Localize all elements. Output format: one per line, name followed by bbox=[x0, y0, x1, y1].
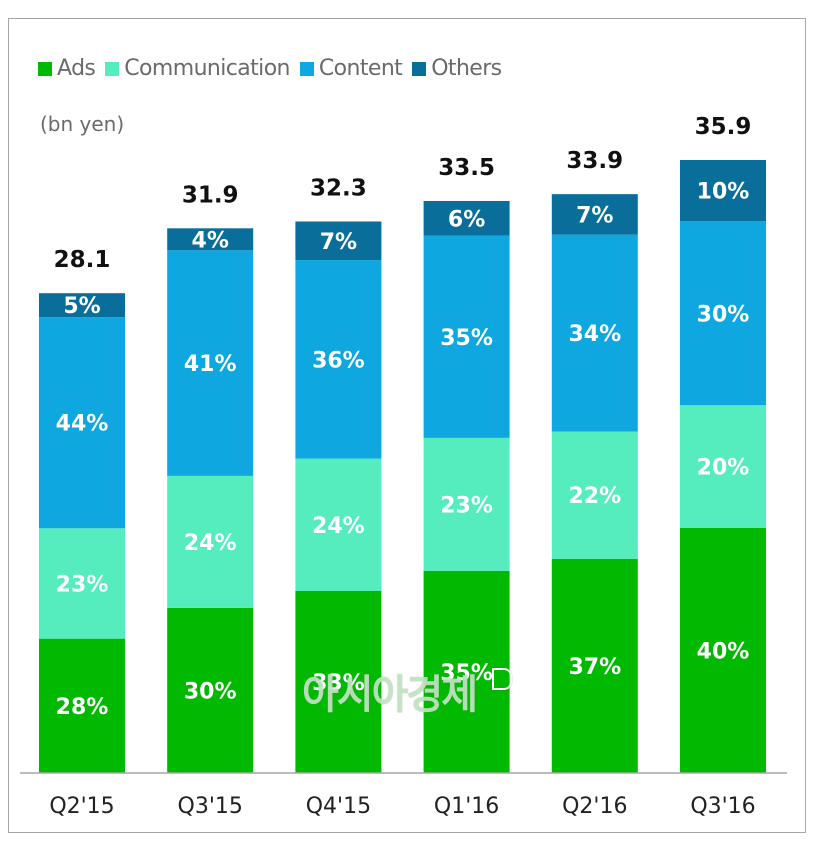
bar-segment-others-q3-15 bbox=[167, 228, 254, 251]
data-label-others-q4-15: 7% bbox=[320, 230, 357, 255]
bar-segment-communication-q2-15 bbox=[39, 528, 125, 639]
bar-segment-communication-q3-16 bbox=[680, 405, 766, 528]
data-label-communication-q2-16: 22% bbox=[568, 484, 621, 509]
data-label-others-q2-16: 7% bbox=[576, 203, 613, 228]
legend-label-communication: Communication bbox=[124, 56, 290, 81]
bar-segment-ads-q2-15 bbox=[39, 638, 125, 773]
x-tick-label-q3-15: Q3'15 bbox=[178, 794, 243, 819]
bar-segment-content-q3-16 bbox=[680, 221, 766, 406]
legend-item-communication: Communication bbox=[105, 56, 291, 81]
bar-segment-ads-q2-16 bbox=[551, 558, 638, 773]
data-label-ads-q2-15: 28% bbox=[56, 695, 109, 720]
legend-label-ads: Ads bbox=[57, 56, 96, 81]
bar-segment-others-q2-16 bbox=[551, 194, 638, 235]
bars-group bbox=[39, 160, 766, 773]
x-tick-label-q2-15: Q2'15 bbox=[49, 794, 114, 819]
legend-label-others: Others bbox=[431, 56, 502, 81]
bar-segment-communication-q2-16 bbox=[551, 431, 638, 559]
bar-segment-others-q2-15 bbox=[39, 293, 125, 318]
data-label-content-q3-16: 30% bbox=[697, 302, 750, 327]
x-tick-label-q4-15: Q4'15 bbox=[306, 794, 371, 819]
data-label-content-q2-16: 34% bbox=[568, 322, 621, 347]
bar-segment-content-q1-16 bbox=[423, 235, 510, 438]
data-label-communication-q3-16: 20% bbox=[697, 456, 750, 481]
data-label-others-q3-16: 10% bbox=[697, 180, 750, 205]
bar-segment-ads-q3-16 bbox=[680, 527, 766, 773]
data-label-ads-q1-16: 35% bbox=[440, 661, 493, 686]
bar-segment-communication-q4-15 bbox=[295, 458, 382, 591]
x-tick-label-q3-16: Q3'16 bbox=[690, 794, 755, 819]
bar-segment-others-q1-16 bbox=[423, 200, 510, 236]
labels-group: 28% 23% 44% 5% 28.1 Q2'15 30% 24% 41% 4% 31.9 Q3'15… bbox=[49, 114, 755, 819]
total-label-q3-16: 35.9 bbox=[695, 114, 752, 140]
bar-segment-ads-q3-15 bbox=[167, 607, 254, 773]
legend-label-content: Content bbox=[318, 56, 403, 81]
data-label-content-q3-15: 41% bbox=[184, 352, 237, 377]
legend-item-ads: Ads bbox=[38, 56, 96, 81]
data-label-ads-q2-16: 37% bbox=[568, 655, 621, 680]
data-label-content-q2-15: 44% bbox=[56, 412, 109, 437]
total-label-q4-15: 32.3 bbox=[310, 175, 367, 201]
data-label-content-q1-16: 35% bbox=[440, 326, 493, 351]
bar-segment-communication-q1-16 bbox=[423, 437, 510, 571]
data-label-communication-q2-15: 23% bbox=[56, 572, 109, 597]
data-label-others-q2-15: 5% bbox=[63, 294, 100, 319]
data-label-communication-q3-15: 24% bbox=[184, 531, 237, 556]
bar-segment-content-q2-16 bbox=[551, 234, 638, 432]
data-label-others-q3-15: 4% bbox=[192, 228, 229, 253]
total-label-q3-15: 31.9 bbox=[182, 182, 239, 208]
bar-segment-others-q3-16 bbox=[680, 160, 766, 222]
x-tick-label-q1-16: Q1'16 bbox=[434, 794, 499, 819]
data-label-ads-q3-16: 40% bbox=[697, 639, 750, 664]
legend: Ads Communication Content Others bbox=[38, 56, 512, 81]
total-label-q2-15: 28.1 bbox=[54, 247, 111, 273]
x-tick-label-q2-16: Q2'16 bbox=[562, 794, 627, 819]
data-label-ads-q3-15: 30% bbox=[184, 679, 237, 704]
data-label-content-q4-15: 36% bbox=[312, 348, 365, 373]
unit-label: (bn yen) bbox=[40, 112, 125, 136]
legend-item-content: Content bbox=[299, 56, 403, 81]
data-label-ads-q4-15: 33% bbox=[312, 671, 365, 696]
total-label-q1-16: 33.5 bbox=[438, 155, 495, 181]
legend-swatch-ads bbox=[38, 61, 52, 76]
bar-segment-content-q3-15 bbox=[167, 250, 254, 476]
bar-segment-ads-q4-15 bbox=[295, 590, 382, 773]
watermark-text: 아시아경제 bbox=[302, 672, 478, 718]
bar-segment-communication-q3-15 bbox=[167, 475, 254, 608]
legend-swatch-content bbox=[299, 61, 314, 76]
watermark-logo-icon bbox=[492, 668, 512, 690]
legend-swatch-others bbox=[412, 61, 427, 76]
data-label-communication-q1-16: 23% bbox=[440, 493, 493, 518]
bar-segment-others-q4-15 bbox=[295, 221, 382, 261]
bar-segment-content-q4-15 bbox=[295, 260, 382, 459]
bar-segment-content-q2-15 bbox=[39, 317, 125, 529]
legend-item-others: Others bbox=[412, 56, 502, 81]
total-label-q2-16: 33.9 bbox=[566, 148, 623, 174]
legend-swatch-communication bbox=[105, 61, 120, 76]
chart-frame bbox=[8, 18, 806, 833]
data-label-communication-q4-15: 24% bbox=[312, 514, 365, 539]
data-label-others-q1-16: 6% bbox=[448, 207, 485, 232]
